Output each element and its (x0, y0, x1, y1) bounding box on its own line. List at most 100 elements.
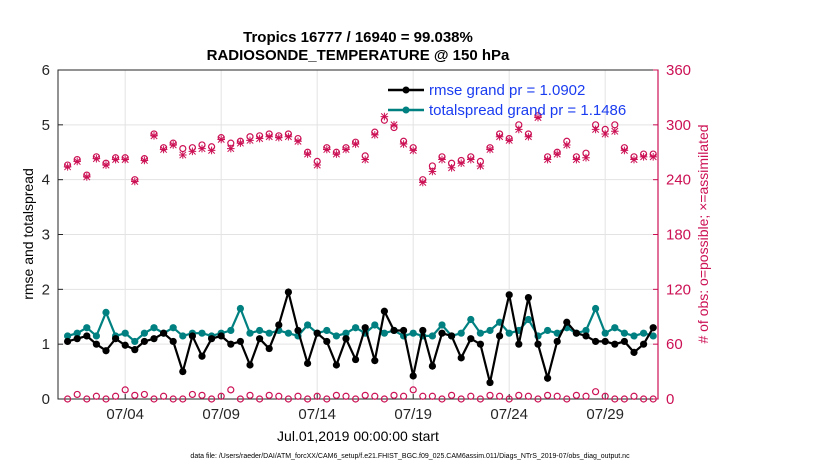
totalspread-point (611, 324, 619, 332)
obs-assimilated-point (121, 155, 129, 164)
rmse-point (572, 329, 581, 337)
totalspread-point (620, 329, 629, 337)
rmse-point (246, 361, 254, 369)
rmse-point (304, 359, 312, 367)
obs-assimilated-point (620, 146, 629, 155)
series-rmse (64, 287, 657, 387)
totalspread-point (476, 329, 484, 337)
obs-assimilated-point (159, 145, 168, 154)
obs-assimilated-point (303, 150, 312, 158)
obs-assimilated-point (591, 125, 600, 134)
rmse-point (64, 337, 72, 346)
obs-assimilated-point (255, 134, 264, 143)
totalspread-point (323, 326, 331, 335)
obs-possible-point (649, 395, 657, 403)
rmse-point (73, 335, 81, 343)
rmse-point (620, 337, 629, 346)
totalspread-point (284, 329, 292, 337)
obs-possible-point (111, 392, 120, 400)
obs-assimilated-point (294, 137, 302, 146)
rmse-point (265, 344, 273, 353)
obs-possible-point (217, 392, 225, 400)
obs-assimilated-point (543, 155, 552, 164)
rmse-point (630, 348, 638, 356)
totalspread-point (198, 329, 206, 337)
obs-assimilated-point (380, 112, 389, 121)
obs-assimilated-point (169, 141, 177, 149)
obs-assimilated-point (534, 113, 542, 122)
totalspread-point (265, 329, 273, 337)
data-file-footer: data file: /Users/raeder/DAI/ATM_forcXX/… (190, 453, 630, 460)
obs-possible-point (524, 392, 533, 400)
totalspread-point (601, 329, 609, 337)
obs-assimilated-point (515, 125, 523, 134)
totalspread-point (92, 332, 100, 340)
totalspread-point (342, 329, 350, 337)
totalspread-point (640, 329, 648, 337)
obs-assimilated-point (438, 155, 446, 164)
rmse-point (505, 291, 513, 299)
obs-possible-point (102, 395, 110, 403)
rmse-point (467, 335, 475, 343)
x-axis: 07/04 07/09 07/14 07/19 07/24 07/29 (106, 394, 624, 423)
obs-possible-point (304, 395, 312, 403)
obs-possible-point (227, 386, 235, 394)
obs-possible-point (457, 395, 465, 403)
x-tick-label: 07/24 (490, 406, 528, 423)
totalspread-point (524, 315, 533, 324)
obs-possible-point (572, 391, 581, 399)
obs-assimilated-point (217, 135, 225, 144)
obs-possible-point (275, 392, 283, 400)
obs-assimilated-point (572, 155, 581, 164)
obs-assimilated-point (351, 140, 360, 148)
rmse-point (553, 337, 561, 346)
obs-assimilated-point (265, 132, 273, 141)
obs-possible-point (140, 390, 148, 399)
rmse-point (121, 341, 129, 349)
rmse-point (112, 335, 120, 343)
x-tick-label: 07/04 (106, 406, 144, 423)
obs-possible-point (371, 392, 379, 400)
obs-possible-point (611, 395, 619, 403)
obs-possible-point (467, 392, 475, 400)
series-layer (63, 112, 657, 403)
obs-possible-point (361, 391, 369, 399)
rmse-point (227, 340, 235, 348)
obs-assimilated-point (447, 163, 456, 172)
obs-possible-point (486, 391, 494, 399)
obs-possible-point (553, 392, 561, 400)
obs-possible-point (352, 395, 360, 403)
rmse-point (611, 340, 619, 348)
x-axis-label: Jul.01,2019 00:00:00 start (277, 428, 439, 444)
obs-assimilated-point (284, 132, 293, 141)
totalspread-point (256, 326, 264, 335)
rmse-point (332, 361, 340, 369)
obs-possible-point (582, 392, 590, 400)
obs-assimilated-point (582, 153, 590, 162)
obs-possible-point (342, 392, 350, 400)
rmse-point (92, 340, 100, 348)
obs-assimilated-point (323, 145, 331, 154)
totalspread-point (179, 332, 187, 340)
y-tick-right-label: 120 (666, 281, 691, 298)
obs-assimilated-point (342, 145, 350, 154)
obs-assimilated-point (390, 121, 398, 129)
totalspread-point (352, 324, 360, 332)
obs-possible-point (630, 392, 638, 400)
totalspread-point (83, 324, 91, 332)
x-tick-label: 07/14 (298, 406, 336, 423)
rmse-point (409, 372, 417, 380)
obs-possible-point (236, 395, 244, 403)
rmse-point (476, 340, 484, 348)
obs-assimilated-point (198, 144, 206, 153)
obs-possible-point (198, 391, 206, 399)
obs-assimilated-point (563, 141, 571, 149)
obs-assimilated-point (332, 150, 341, 158)
y-tick-left-label: 0 (42, 391, 50, 408)
totalspread-point (428, 332, 436, 340)
totalspread-point (131, 337, 139, 346)
series-obs_possible_low (63, 386, 657, 403)
rmse-point (208, 335, 216, 343)
obs-possible-point (150, 395, 158, 403)
